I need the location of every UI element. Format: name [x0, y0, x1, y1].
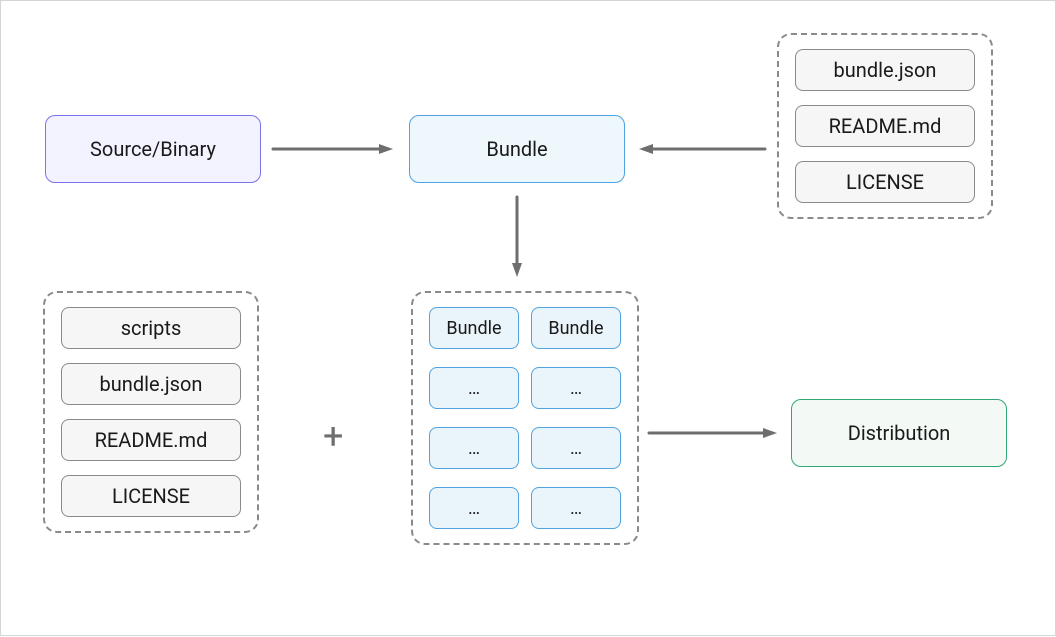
- bundle-mini: …: [429, 367, 519, 409]
- bundle-row: ……: [429, 487, 621, 529]
- node-distribution: Distribution: [791, 399, 1007, 467]
- plus-symbol: +: [323, 415, 343, 457]
- file-pill: scripts: [61, 307, 241, 349]
- file-pill: LICENSE: [61, 475, 241, 517]
- bundle-mini: …: [531, 367, 621, 409]
- file-pill: README.md: [61, 419, 241, 461]
- bundle-mini: …: [429, 487, 519, 529]
- file-pill: README.md: [795, 105, 975, 147]
- bundle-mini: …: [531, 427, 621, 469]
- file-pill: bundle.json: [61, 363, 241, 405]
- node-bundle-label: Bundle: [486, 137, 547, 161]
- bundles-collection: BundleBundle………………: [411, 291, 639, 545]
- node-distribution-label: Distribution: [848, 421, 951, 445]
- node-bundle: Bundle: [409, 115, 625, 183]
- bundle-row: Bundle Bundle: [429, 307, 621, 349]
- file-pill: bundle.json: [795, 49, 975, 91]
- bundle-row: ……: [429, 367, 621, 409]
- bundle-mini: …: [531, 487, 621, 529]
- diagram-canvas: Source/Binary Bundle Distribution bundle…: [0, 0, 1056, 636]
- bundle-mini: Bundle: [531, 307, 621, 349]
- filebox-bundle-meta: bundle.json README.md LICENSE: [777, 33, 993, 219]
- filebox-distribution-meta: scripts bundle.json README.md LICENSE: [43, 291, 259, 533]
- file-pill: LICENSE: [795, 161, 975, 203]
- node-source-label: Source/Binary: [90, 137, 216, 161]
- node-source: Source/Binary: [45, 115, 261, 183]
- bundle-mini: Bundle: [429, 307, 519, 349]
- bundle-row: ……: [429, 427, 621, 469]
- bundle-mini: …: [429, 427, 519, 469]
